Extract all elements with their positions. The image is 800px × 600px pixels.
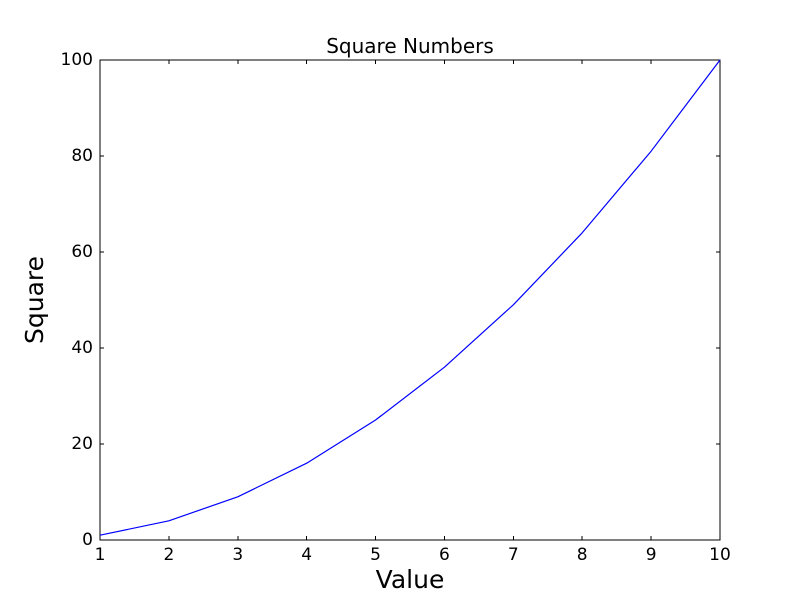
y-tick-label: 100 — [60, 50, 93, 70]
x-tick-label: 4 — [301, 545, 313, 565]
chart-title: Square Numbers — [326, 34, 494, 58]
x-tick-label: 3 — [232, 545, 244, 565]
x-tick-label: 10 — [709, 545, 731, 565]
y-tick-label: 40 — [71, 338, 93, 358]
x-tick-label: 9 — [645, 545, 657, 565]
y-tick-label: 0 — [82, 530, 93, 550]
x-tick-label: 7 — [507, 545, 519, 565]
y-tick-label: 60 — [71, 242, 93, 262]
y-axis-label: Square — [20, 256, 49, 345]
x-tick-label: 5 — [370, 545, 381, 565]
x-tick-label: 1 — [94, 545, 106, 565]
x-tick-label: 8 — [576, 545, 588, 565]
data-line-squares — [99, 59, 721, 536]
x-tick-label: 6 — [439, 545, 450, 565]
y-tick-label: 20 — [71, 434, 93, 454]
x-tick-label: 2 — [163, 545, 175, 565]
y-tick-label: 80 — [71, 146, 93, 166]
x-axis-label: Value — [375, 565, 445, 594]
axes-frame — [99, 59, 721, 541]
